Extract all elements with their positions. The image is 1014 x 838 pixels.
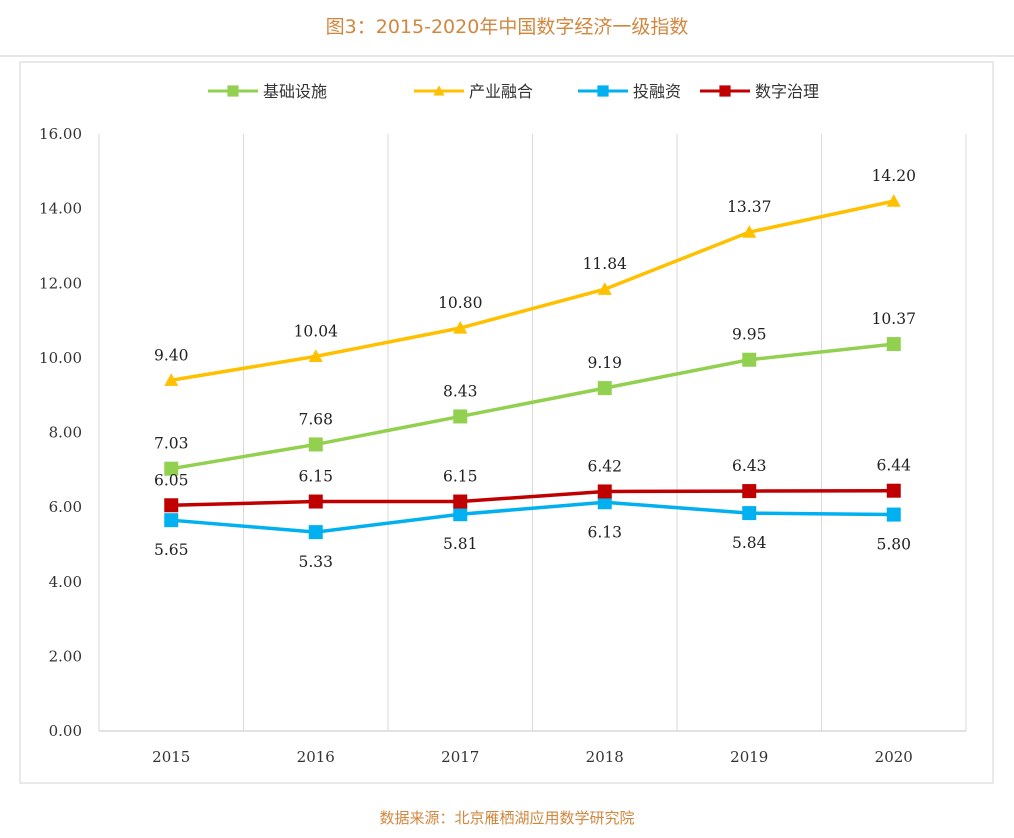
- data-label: 6.42: [587, 457, 622, 475]
- chart-source: 数据来源：北京雁栖湖应用数学研究院: [379, 809, 634, 827]
- data-point-square: [597, 484, 612, 499]
- y-tick-label: 6.00: [49, 498, 82, 516]
- data-point-square: [597, 381, 612, 396]
- data-label: 9.95: [732, 326, 767, 344]
- data-label: 11.84: [583, 255, 628, 273]
- data-point-square: [164, 513, 179, 528]
- y-tick-label: 12.00: [39, 274, 82, 292]
- x-tick-label: 2019: [730, 748, 768, 766]
- y-tick-label: 0.00: [49, 722, 82, 740]
- data-point-square: [886, 507, 901, 522]
- data-label: 5.80: [876, 536, 911, 554]
- x-tick-label: 2020: [875, 748, 913, 766]
- series-line: [170, 342, 894, 471]
- data-label: 13.37: [727, 198, 771, 216]
- data-label: 5.33: [298, 553, 333, 571]
- y-tick-label: 8.00: [49, 424, 82, 442]
- data-point-square: [886, 483, 901, 498]
- data-label: 6.43: [732, 457, 767, 475]
- data-point-square: [164, 461, 179, 476]
- data-point-square: [597, 495, 612, 510]
- data-point-square: [742, 352, 757, 367]
- data-point-square: [742, 506, 757, 521]
- x-tick-label: 2015: [152, 748, 190, 766]
- y-tick-label: 4.00: [49, 573, 82, 591]
- x-tick-label: 2016: [297, 748, 335, 766]
- data-label: 10.04: [294, 322, 339, 340]
- data-point-square: [308, 525, 323, 540]
- data-label: 10.37: [872, 310, 916, 328]
- data-point-square: [308, 494, 323, 509]
- data-label: 5.65: [154, 541, 189, 559]
- data-point-square: [453, 507, 468, 522]
- data-label: 10.80: [438, 294, 482, 312]
- legend-label: 投融资: [633, 82, 681, 101]
- data-label: 6.13: [587, 523, 622, 541]
- legend-label: 基础设施: [263, 82, 327, 101]
- legend-label: 产业融合: [469, 82, 533, 101]
- data-point-square: [886, 337, 901, 352]
- y-tick-label: 16.00: [39, 125, 82, 143]
- data-label: 14.20: [872, 167, 916, 185]
- data-label: 9.40: [154, 346, 189, 364]
- y-tick-label: 10.00: [39, 349, 82, 367]
- series-line: [170, 199, 895, 382]
- chart-title: 图3：2015-2020年中国数字经济一级指数: [326, 16, 689, 38]
- data-point-triangle: [886, 194, 901, 207]
- data-label: 7.68: [298, 410, 333, 428]
- data-label: 8.43: [443, 382, 478, 400]
- legend-marker-square: [597, 85, 609, 97]
- data-point-square: [164, 498, 179, 513]
- data-label: 6.15: [298, 468, 333, 486]
- legend-marker-square: [227, 85, 239, 97]
- data-label: 7.03: [154, 435, 189, 453]
- legend-marker-square: [719, 85, 731, 97]
- data-point-square: [453, 409, 468, 424]
- data-label: 6.05: [154, 471, 189, 489]
- series-line: [171, 488, 894, 508]
- data-point-square: [742, 484, 757, 499]
- data-label: 9.19: [587, 354, 622, 372]
- series-line: [171, 500, 894, 534]
- data-label: 5.84: [732, 534, 767, 552]
- data-point-triangle: [308, 349, 323, 362]
- data-point-triangle: [742, 225, 757, 238]
- data-label: 6.44: [876, 457, 911, 475]
- x-tick-label: 2018: [586, 748, 624, 766]
- data-point-triangle: [164, 373, 179, 386]
- chart-border: [19, 61, 994, 784]
- y-tick-label: 14.00: [39, 200, 82, 218]
- data-label: 5.81: [443, 535, 478, 553]
- data-point-triangle: [453, 321, 468, 334]
- data-point-square: [453, 494, 468, 509]
- x-tick-label: 2017: [441, 748, 479, 766]
- data-point-triangle: [597, 282, 612, 295]
- data-point-square: [308, 437, 323, 452]
- legend-marker-triangle: [433, 85, 445, 96]
- data-label: 6.15: [443, 468, 478, 486]
- legend-label: 数字治理: [755, 82, 819, 101]
- y-tick-label: 2.00: [49, 647, 82, 665]
